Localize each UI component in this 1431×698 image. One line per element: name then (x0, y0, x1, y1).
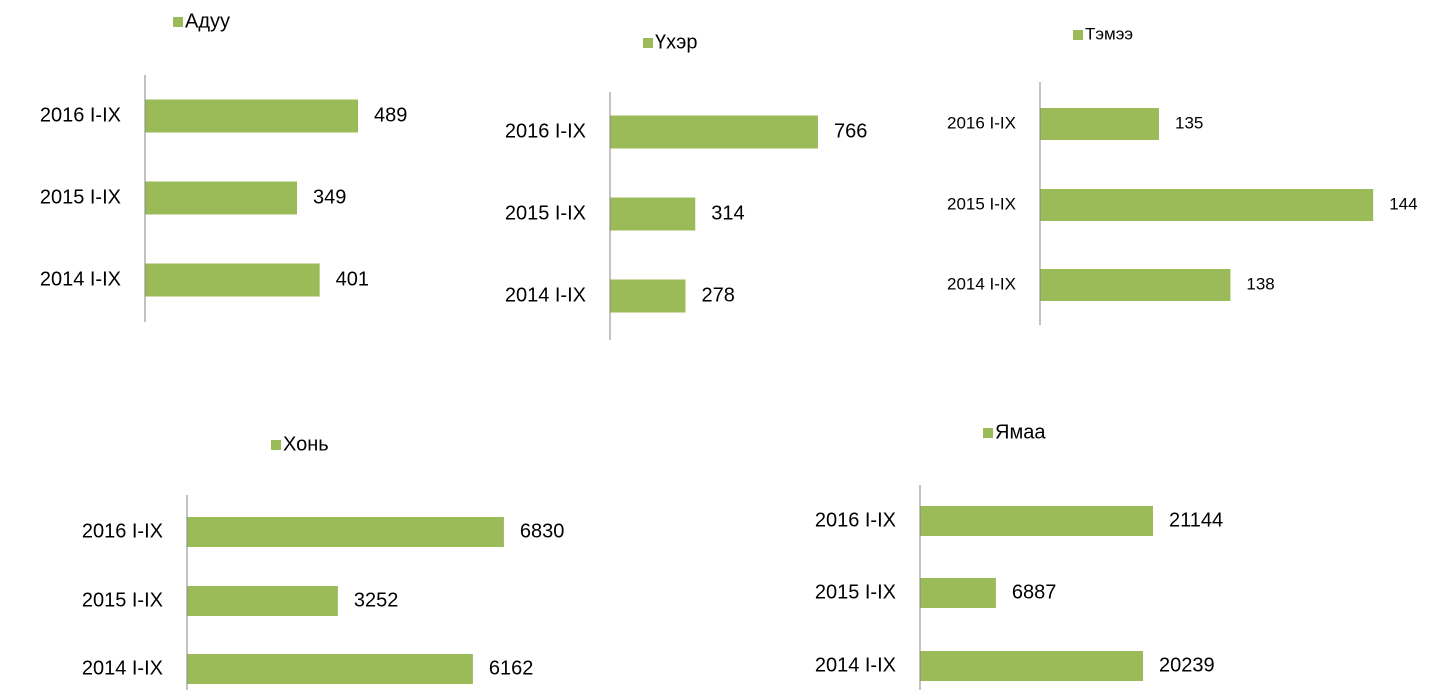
value-label: 278 (701, 284, 734, 306)
bar (145, 263, 320, 297)
category-label: 2015 I-IX (505, 202, 586, 224)
bar (610, 197, 696, 231)
value-label: 401 (336, 268, 369, 290)
category-label: 2016 I-IX (815, 509, 896, 531)
bar (187, 517, 504, 547)
value-label: 349 (313, 186, 346, 208)
legend-swatch (271, 440, 281, 450)
bar (920, 506, 1154, 536)
category-label: 2014 I-IX (815, 654, 896, 676)
bar (145, 99, 359, 133)
category-label: 2014 I-IX (947, 274, 1016, 293)
category-label: 2016 I-IX (82, 520, 163, 542)
value-label: 314 (711, 202, 744, 224)
bar (920, 651, 1144, 681)
value-label: 6162 (489, 657, 534, 679)
category-label: 2015 I-IX (815, 581, 896, 603)
legend-swatch (643, 38, 653, 48)
category-label: 2015 I-IX (82, 589, 163, 611)
category-label: 2014 I-IX (82, 657, 163, 679)
legend-label: Тэмээ (1085, 24, 1133, 43)
bar (920, 578, 996, 608)
value-label: 135 (1175, 113, 1203, 132)
category-label: 2014 I-IX (505, 284, 586, 306)
value-label: 6830 (520, 520, 565, 542)
bar (187, 654, 473, 684)
category-label: 2016 I-IX (947, 113, 1016, 132)
category-label: 2015 I-IX (947, 194, 1016, 213)
bar (145, 181, 298, 215)
legend-label: Ямаа (995, 421, 1046, 443)
legend-swatch (1073, 30, 1083, 40)
legend-swatch (983, 428, 993, 438)
category-label: 2014 I-IX (40, 268, 121, 290)
value-label: 21144 (1169, 509, 1223, 531)
value-label: 766 (834, 120, 867, 142)
value-label: 6887 (1012, 581, 1057, 603)
bar (610, 115, 818, 149)
legend-swatch (173, 17, 183, 27)
legend-label: Хонь (283, 433, 329, 455)
category-label: 2016 I-IX (505, 120, 586, 142)
bar (1040, 269, 1231, 301)
value-label: 3252 (354, 589, 399, 611)
bar (187, 586, 338, 616)
category-label: 2015 I-IX (40, 186, 121, 208)
value-label: 489 (374, 104, 407, 126)
bar (1040, 108, 1159, 140)
category-label: 2016 I-IX (40, 104, 121, 126)
legend-label: Адуу (185, 10, 230, 32)
value-label: 20239 (1159, 654, 1215, 676)
bar (610, 279, 686, 313)
bar (1040, 189, 1374, 221)
legend-label: Үхэр (655, 31, 697, 53)
value-label: 144 (1389, 194, 1417, 213)
value-label: 138 (1246, 274, 1274, 293)
